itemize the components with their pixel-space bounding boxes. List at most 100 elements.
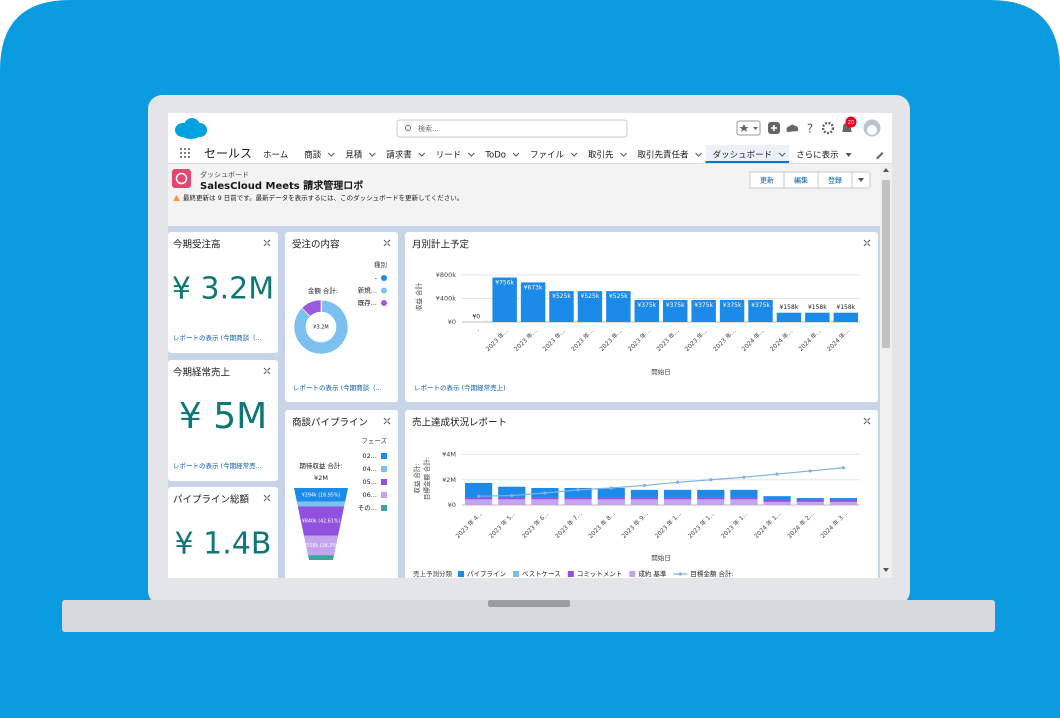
- active-tab-line: [705, 161, 790, 163]
- legend-swatch-dot: [678, 572, 682, 576]
- nav-tab-label: 商談: [304, 150, 322, 161]
- expand-icon[interactable]: [263, 367, 271, 375]
- target-point: [775, 472, 779, 476]
- bar-value-label: ¥158k: [808, 304, 827, 311]
- tab-chevron: [512, 152, 520, 157]
- bar-value-label: ¥375k: [751, 302, 770, 309]
- stacked-bar-segment: [663, 497, 692, 500]
- nav-tab[interactable]: リード: [436, 151, 475, 161]
- y-tick-label: ¥0: [448, 318, 456, 326]
- nav-tab[interactable]: 商談: [304, 150, 335, 161]
- stacked-bar-segment: [597, 499, 625, 505]
- search-placeholder: 検索...: [418, 124, 439, 133]
- total-value: ¥2M: [314, 474, 328, 482]
- report-link[interactable]: レポートの表示 (今期商談（...: [173, 333, 262, 342]
- scrollbar-thumb[interactable]: [882, 180, 890, 348]
- stacked-bar-segment: [464, 499, 493, 505]
- nav-tab[interactable]: 取引先: [588, 150, 627, 161]
- donut-center-label: ¥3.2M: [313, 325, 328, 331]
- nav-tab[interactable]: ホーム: [263, 151, 288, 161]
- y-tick-label: ¥4M: [442, 451, 456, 459]
- funnel-segment: [294, 488, 348, 502]
- target-point: [576, 488, 580, 492]
- report-link[interactable]: レポートの表示 (今期経常売上): [414, 383, 506, 392]
- stacked-bar-segment: [630, 499, 659, 505]
- card-title: 今期経常売上: [173, 367, 231, 379]
- header-button-label: 編集: [794, 176, 808, 185]
- legend-swatch: [381, 300, 387, 306]
- warning-icon: [173, 195, 180, 201]
- header-button[interactable]: [817, 171, 853, 189]
- metric-value: ¥ 5M: [179, 396, 267, 437]
- target-point: [675, 480, 680, 484]
- funnel-segment: [297, 506, 345, 536]
- bar-value-label: ¥525k: [609, 293, 628, 300]
- nav-tab[interactable]: 請求書: [386, 150, 426, 161]
- expand-icon[interactable]: [863, 417, 871, 425]
- stacked-bar-segment: [531, 497, 559, 500]
- target-point: [742, 475, 746, 479]
- nav-tab[interactable]: 見積: [345, 150, 376, 161]
- expand-icon[interactable]: [263, 494, 271, 502]
- laptop-notch: [488, 600, 570, 607]
- y-axis-label: 収益 合計:: [412, 463, 421, 493]
- avatar-face: [867, 125, 877, 135]
- card-title: 月別計上予定: [412, 239, 470, 251]
- nav-tab[interactable]: さらに表示: [796, 150, 852, 161]
- favorites-button[interactable]: [736, 120, 761, 136]
- nav-tab-label: ToDo: [484, 151, 506, 161]
- stacked-bar-segment: [564, 487, 592, 498]
- legend-swatch: [458, 571, 464, 577]
- expand-icon[interactable]: [383, 239, 391, 247]
- dashboard-icon: [172, 169, 191, 188]
- nav-tab[interactable]: ファイル: [530, 151, 578, 161]
- report-link[interactable]: レポートの表示 (今期商談（...: [293, 383, 382, 392]
- legend-label: 05...: [363, 478, 377, 486]
- card: [168, 487, 278, 578]
- nav-tab-label: 取引先: [588, 150, 614, 161]
- report-link[interactable]: レポートの表示 (今期経常売...: [173, 461, 262, 470]
- logo: [175, 118, 207, 139]
- bar: [577, 291, 603, 322]
- nav-tab[interactable]: ダッシュボード: [705, 145, 790, 163]
- bar-value-label: ¥756k: [495, 280, 514, 287]
- active-tab-bg: [705, 145, 790, 163]
- card: [168, 232, 278, 353]
- search-box[interactable]: [396, 119, 628, 138]
- stacked-bar-segment: [829, 498, 858, 500]
- bar-value-label: ¥0: [472, 314, 480, 321]
- expand-icon[interactable]: [263, 239, 271, 247]
- trailhead-button[interactable]: [786, 124, 799, 133]
- bar: [606, 291, 631, 322]
- app-launcher[interactable]: [180, 148, 190, 158]
- nav-tab[interactable]: ToDo: [484, 151, 520, 161]
- legend-label: パイプライン: [467, 570, 506, 578]
- legend-swatch: [381, 466, 387, 472]
- dashboard-kind: ダッシュボード: [200, 170, 249, 179]
- bar: [776, 312, 802, 322]
- legend-swatch: [381, 453, 387, 459]
- legend-label: 02...: [363, 452, 377, 460]
- legend-label: 既存...: [358, 298, 377, 307]
- laptop-base: [62, 600, 995, 632]
- nav-tab-label: 見積: [345, 150, 363, 161]
- setup-button[interactable]: [821, 121, 835, 135]
- x-axis-label: 開始日: [651, 367, 671, 376]
- y-tick-label: ¥0: [448, 501, 456, 509]
- stacked-bar-segment: [697, 489, 725, 498]
- stacked-bar-segment: [796, 499, 824, 502]
- funnel-label: ¥840k (42.61%): [302, 519, 341, 525]
- bar: [719, 299, 745, 322]
- card-title: 今期受注高: [173, 239, 221, 251]
- nav-tab[interactable]: 取引先責任者: [638, 150, 702, 161]
- expand-icon[interactable]: [863, 239, 871, 247]
- funnel-label: ¥558k (28.3%): [303, 543, 339, 549]
- expand-icon[interactable]: [383, 417, 391, 425]
- help-button[interactable]: ?: [807, 122, 813, 136]
- bar-value-label: ¥673k: [524, 284, 543, 291]
- edit-nav-icon[interactable]: [876, 152, 884, 160]
- legend-label: 成約 基準: [638, 569, 667, 578]
- target-point: [510, 493, 514, 498]
- bar-value-label: ¥158k: [836, 304, 855, 311]
